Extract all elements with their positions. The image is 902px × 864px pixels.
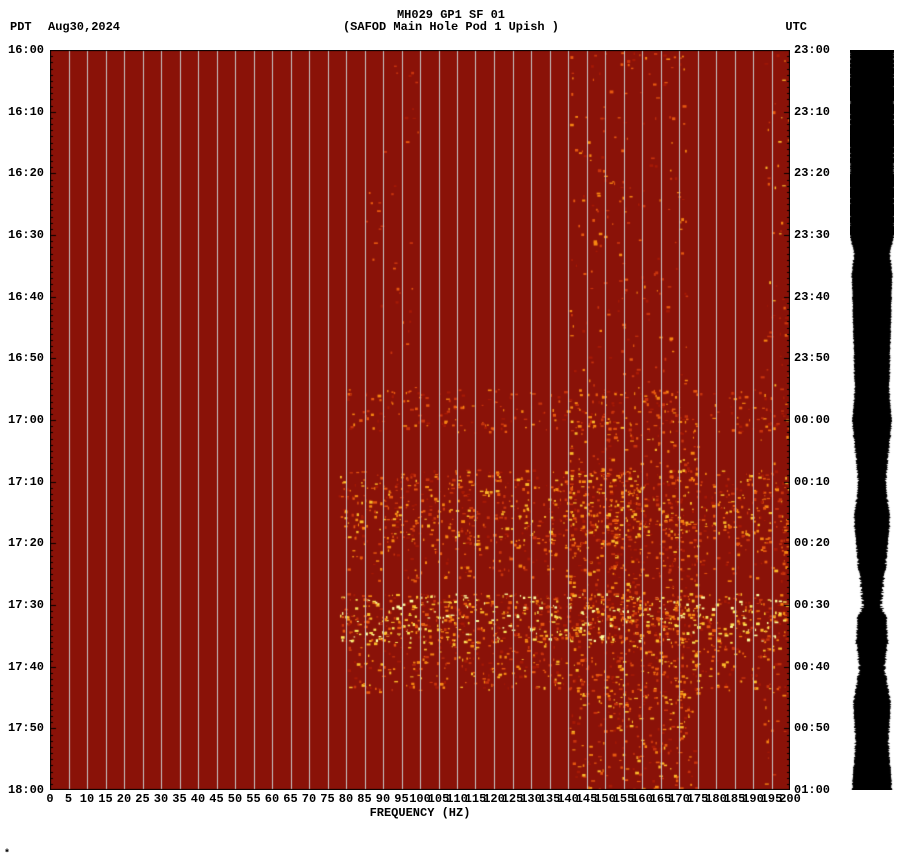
y-left-tick: 17:00 — [8, 413, 44, 427]
spectrogram-plot — [50, 50, 790, 790]
y-right-tick: 00:20 — [794, 536, 830, 550]
x-tick: 5 — [65, 792, 72, 806]
x-tick: 75 — [320, 792, 334, 806]
spectrogram-canvas — [50, 50, 790, 790]
y-left-tick: 17:20 — [8, 536, 44, 550]
x-tick: 20 — [117, 792, 131, 806]
tz-right-label: UTC — [785, 20, 807, 34]
x-tick: 35 — [172, 792, 186, 806]
x-tick: 25 — [135, 792, 149, 806]
y-axis-right-utc: 23:0023:1023:2023:3023:4023:5000:0000:10… — [792, 50, 842, 790]
y-left-tick: 17:50 — [8, 721, 44, 735]
y-left-tick: 18:00 — [8, 783, 44, 797]
x-tick: 0 — [46, 792, 53, 806]
x-tick: 65 — [283, 792, 297, 806]
y-left-tick: 16:50 — [8, 351, 44, 365]
x-tick: 55 — [246, 792, 260, 806]
y-right-tick: 23:30 — [794, 228, 830, 242]
amplitude-canvas — [850, 50, 894, 790]
x-tick: 15 — [98, 792, 112, 806]
y-right-tick: 23:40 — [794, 290, 830, 304]
y-right-tick: 00:50 — [794, 721, 830, 735]
y-right-tick: 00:10 — [794, 475, 830, 489]
y-right-tick: 00:40 — [794, 660, 830, 674]
y-right-tick: 23:00 — [794, 43, 830, 57]
x-tick: 70 — [302, 792, 316, 806]
y-right-tick: 00:30 — [794, 598, 830, 612]
x-tick: 90 — [376, 792, 390, 806]
x-tick: 10 — [80, 792, 94, 806]
y-right-tick: 23:50 — [794, 351, 830, 365]
x-tick: 50 — [228, 792, 242, 806]
y-right-tick: 00:00 — [794, 413, 830, 427]
x-tick: 85 — [357, 792, 371, 806]
y-left-tick: 16:40 — [8, 290, 44, 304]
x-tick: 45 — [209, 792, 223, 806]
x-tick: 80 — [339, 792, 353, 806]
x-axis-title: FREQUENCY (HZ) — [50, 806, 790, 820]
y-axis-left-pdt: 16:0016:1016:2016:3016:4016:5017:0017:10… — [0, 50, 48, 790]
x-tick: 95 — [394, 792, 408, 806]
y-left-tick: 16:30 — [8, 228, 44, 242]
header: PDT Aug30,2024 MH029 GP1 SF 01 (SAFOD Ma… — [0, 6, 902, 36]
amplitude-sidebar — [850, 50, 894, 790]
footnote: * — [4, 849, 10, 860]
y-right-tick: 23:10 — [794, 105, 830, 119]
x-tick: 200 — [779, 792, 801, 806]
y-left-tick: 17:10 — [8, 475, 44, 489]
x-tick: 30 — [154, 792, 168, 806]
y-left-tick: 16:00 — [8, 43, 44, 57]
chart-subtitle: (SAFOD Main Hole Pod 1 Upish ) — [0, 20, 902, 34]
y-left-tick: 16:10 — [8, 105, 44, 119]
y-right-tick: 23:20 — [794, 166, 830, 180]
x-tick: 60 — [265, 792, 279, 806]
y-left-tick: 16:20 — [8, 166, 44, 180]
x-tick: 40 — [191, 792, 205, 806]
y-left-tick: 17:30 — [8, 598, 44, 612]
y-left-tick: 17:40 — [8, 660, 44, 674]
